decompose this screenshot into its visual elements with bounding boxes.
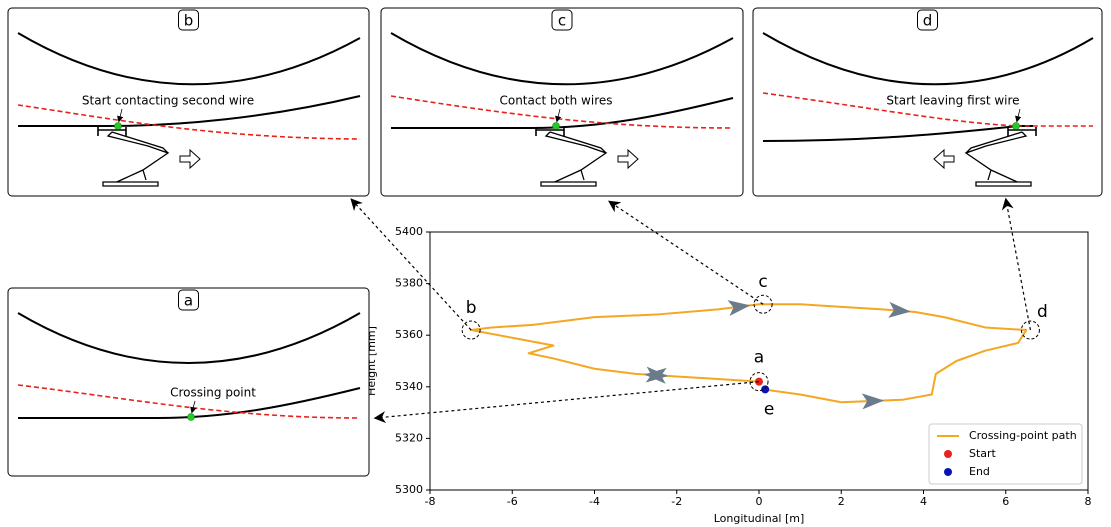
x-tick-label: 4	[920, 495, 927, 508]
marker-label: d	[1037, 302, 1048, 322]
contact-point	[188, 414, 195, 421]
panel-label: a	[184, 292, 193, 310]
y-tick-label: 5400	[395, 225, 423, 238]
panel-caption: Start leaving first wire	[886, 94, 1019, 108]
panel: Start leaving first wire d	[753, 8, 1102, 196]
marker-label: c	[758, 272, 767, 292]
y-tick-label: 5340	[395, 380, 423, 393]
panel-label: c	[558, 12, 566, 30]
legend-label: Start	[969, 447, 997, 460]
y-tick-label: 5320	[395, 431, 423, 444]
contact-point	[553, 123, 560, 130]
x-tick-label: 2	[838, 495, 845, 508]
legend-label: Crossing-point path	[969, 429, 1077, 442]
legend-label: End	[969, 465, 990, 478]
x-axis-label: Longitudinal [m]	[714, 512, 805, 525]
panel-frame	[8, 288, 369, 476]
legend-swatch	[944, 468, 952, 476]
y-tick-label: 5380	[395, 277, 423, 290]
marker-label: b	[466, 298, 477, 318]
y-tick-label: 5300	[395, 483, 423, 496]
marker-label: e	[764, 399, 774, 419]
x-tick-label: 0	[756, 495, 763, 508]
pantograph-base	[976, 182, 1031, 186]
x-tick-label: 8	[1085, 495, 1092, 508]
x-tick-label: -6	[507, 495, 518, 508]
panel: Crossing point a	[8, 288, 369, 476]
x-tick-label: -8	[425, 495, 436, 508]
marker-label: a	[754, 348, 764, 368]
x-tick-label: -2	[671, 495, 682, 508]
panel: Contact both wires c	[381, 8, 743, 196]
panel: Start contacting second wire b	[8, 8, 369, 196]
contact-point	[115, 123, 122, 130]
contact-point	[1013, 123, 1020, 130]
panel-label: d	[923, 12, 933, 30]
x-tick-label: 6	[1002, 495, 1009, 508]
panel-caption: Start contacting second wire	[82, 94, 254, 108]
panel-label: b	[184, 12, 194, 30]
legend-swatch	[944, 450, 952, 458]
y-tick-label: 5360	[395, 328, 423, 341]
pantograph-base	[541, 182, 596, 186]
panel-caption: Crossing point	[170, 386, 256, 400]
panel-caption: Contact both wires	[499, 94, 612, 108]
pantograph-base	[103, 182, 158, 186]
point	[761, 385, 769, 393]
figure: Longitudinal [m] Height [mm] Start conta…	[0, 0, 1111, 527]
x-tick-label: -4	[589, 495, 600, 508]
